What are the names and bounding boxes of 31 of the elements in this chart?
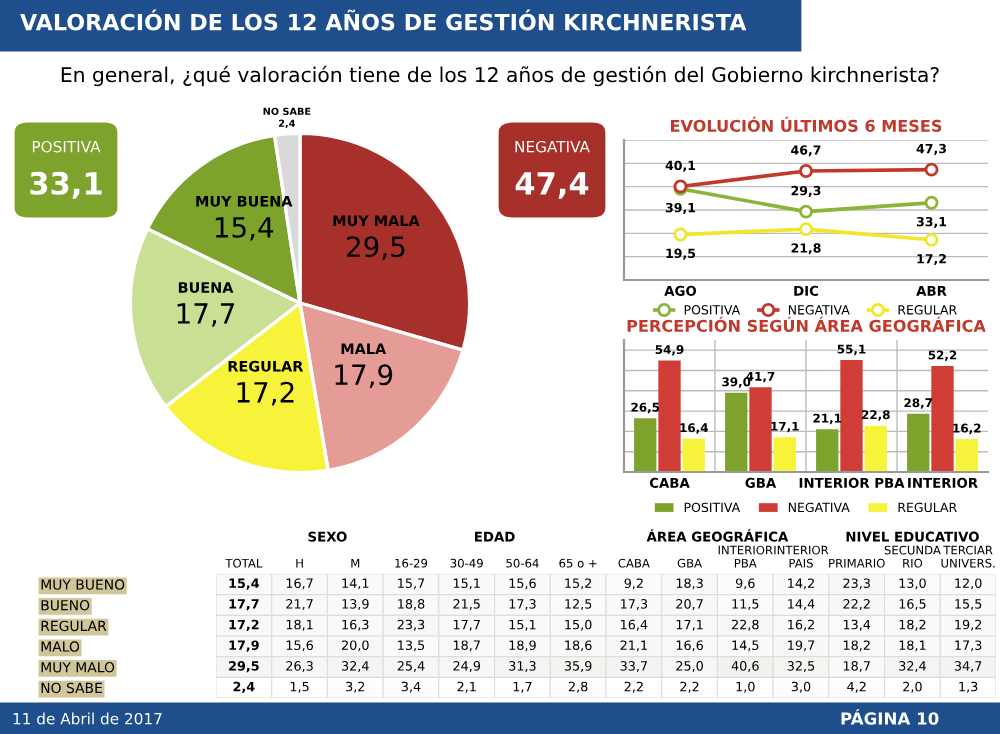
point <box>799 164 813 178</box>
chart-title: VALORACIÓN DE LOS 12 AÑOS DE GESTIÓN KIRCHNERISTA <box>20 9 747 31</box>
point <box>673 227 688 242</box>
bar <box>816 429 839 472</box>
bar <box>725 392 748 472</box>
data-label: 15,4 <box>215 217 274 241</box>
point <box>799 222 813 237</box>
bar <box>955 439 978 472</box>
text: 33,1 <box>30 171 102 199</box>
chart-title: PERCEPCIÓN SEGÚN ÁREA GEOGRÁFICA <box>627 316 986 332</box>
point <box>924 232 939 247</box>
bar <box>634 418 657 472</box>
text: 47,4 <box>515 172 589 199</box>
data-label: 17,2 <box>237 381 294 406</box>
data-label: 17,9 <box>335 364 393 389</box>
chart-subtitle: En general, ¿qué valoración tiene de los 12 años de gestión del Gobierno kirchnerista? <box>61 65 939 87</box>
bar <box>682 438 705 472</box>
bar <box>864 425 887 472</box>
text: PÁGINA 10 <box>841 709 939 725</box>
bar <box>907 413 930 472</box>
bar <box>749 387 772 472</box>
bar <box>658 360 681 472</box>
data-label: 17,7 <box>177 303 235 327</box>
data-label: 29,5 <box>347 236 405 261</box>
point <box>924 195 939 210</box>
bar <box>840 360 863 472</box>
point <box>924 162 939 177</box>
chart-title: EVOLUCIÓN ÚLTIMOS 6 MESES <box>671 116 942 132</box>
bar <box>931 365 954 472</box>
point <box>799 204 813 219</box>
bar <box>773 437 796 472</box>
